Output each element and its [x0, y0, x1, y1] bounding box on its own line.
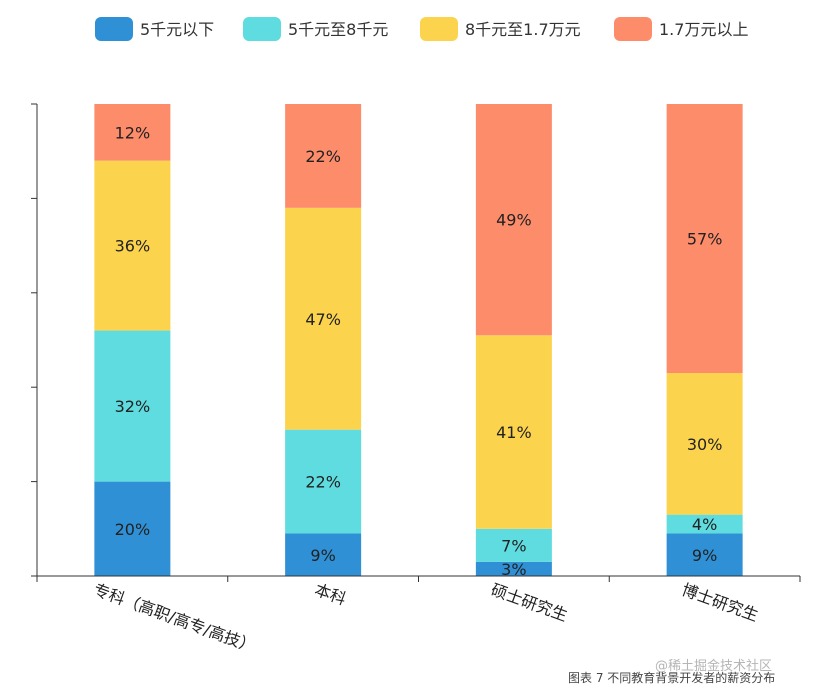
- data-label: 49%: [496, 211, 532, 230]
- x-tick-label: 专科（高职/高专/高技）: [91, 580, 258, 656]
- x-axis: 专科（高职/高专/高技） 本科 硕士研究生 博士研究生: [36, 575, 801, 656]
- bar-segment[interactable]: [94, 481, 171, 576]
- legend: 5千元以下 5千元至8千元 8千元至1.7万元 1.7万元以上: [95, 17, 748, 41]
- x-tick-label: 博士研究生: [679, 580, 761, 625]
- legend-label: 5千元以下: [140, 20, 214, 39]
- data-label: 36%: [115, 237, 151, 256]
- legend-swatch: [614, 17, 652, 41]
- legend-swatch: [420, 17, 458, 41]
- bar-segment[interactable]: [666, 514, 743, 534]
- bar-segment[interactable]: [94, 104, 171, 161]
- data-label: 7%: [501, 536, 526, 555]
- data-label: 20%: [115, 520, 151, 539]
- legend-label: 1.7万元以上: [659, 20, 748, 39]
- data-label: 22%: [305, 473, 341, 492]
- legend-item[interactable]: 5千元至8千元: [243, 17, 388, 41]
- bar-segment[interactable]: [475, 104, 552, 336]
- bar-segment[interactable]: [285, 207, 362, 430]
- bar-segment[interactable]: [666, 373, 743, 515]
- data-label: 41%: [496, 423, 532, 442]
- data-label: 9%: [310, 546, 335, 565]
- legend-label: 8千元至1.7万元: [465, 20, 581, 39]
- bar-segment[interactable]: [666, 104, 743, 374]
- data-label: 9%: [692, 546, 717, 565]
- legend-item[interactable]: 5千元以下: [95, 17, 214, 41]
- data-labels: 20% 32% 36% 12% 9% 22% 47% 22% 3% 7% 41% 49% 9% 4% 30%…: [115, 123, 723, 579]
- bar-segment[interactable]: [94, 160, 171, 331]
- legend-label: 5千元至8千元: [288, 20, 388, 39]
- bar-segment[interactable]: [285, 533, 362, 576]
- x-tick-label: 硕士研究生: [489, 580, 571, 625]
- bar-segment[interactable]: [285, 429, 362, 534]
- bar-segment[interactable]: [666, 533, 743, 576]
- bar-segment[interactable]: [94, 330, 171, 482]
- data-label: 32%: [115, 397, 151, 416]
- bar-segment[interactable]: [285, 104, 362, 208]
- bars: [94, 104, 743, 576]
- data-label: 22%: [305, 147, 341, 166]
- bar-segment[interactable]: [475, 335, 552, 529]
- watermark: @稀土掘金技术社区: [655, 658, 772, 674]
- legend-item[interactable]: 8千元至1.7万元: [420, 17, 581, 41]
- data-label: 4%: [692, 515, 717, 534]
- bar-segment[interactable]: [475, 561, 552, 576]
- legend-item[interactable]: 1.7万元以上: [614, 17, 748, 41]
- bar-segment[interactable]: [475, 528, 552, 562]
- figure-caption: 图表 7 不同教育背景开发者的薪资分布: [568, 670, 775, 685]
- data-label: 57%: [687, 230, 723, 249]
- legend-swatch: [243, 17, 281, 41]
- y-axis: [31, 103, 38, 577]
- data-label: 12%: [115, 123, 151, 142]
- data-label: 3%: [501, 560, 526, 579]
- legend-swatch: [95, 17, 133, 41]
- data-label: 30%: [687, 435, 723, 454]
- x-tick-label: 本科: [312, 580, 349, 609]
- data-label: 47%: [305, 310, 341, 329]
